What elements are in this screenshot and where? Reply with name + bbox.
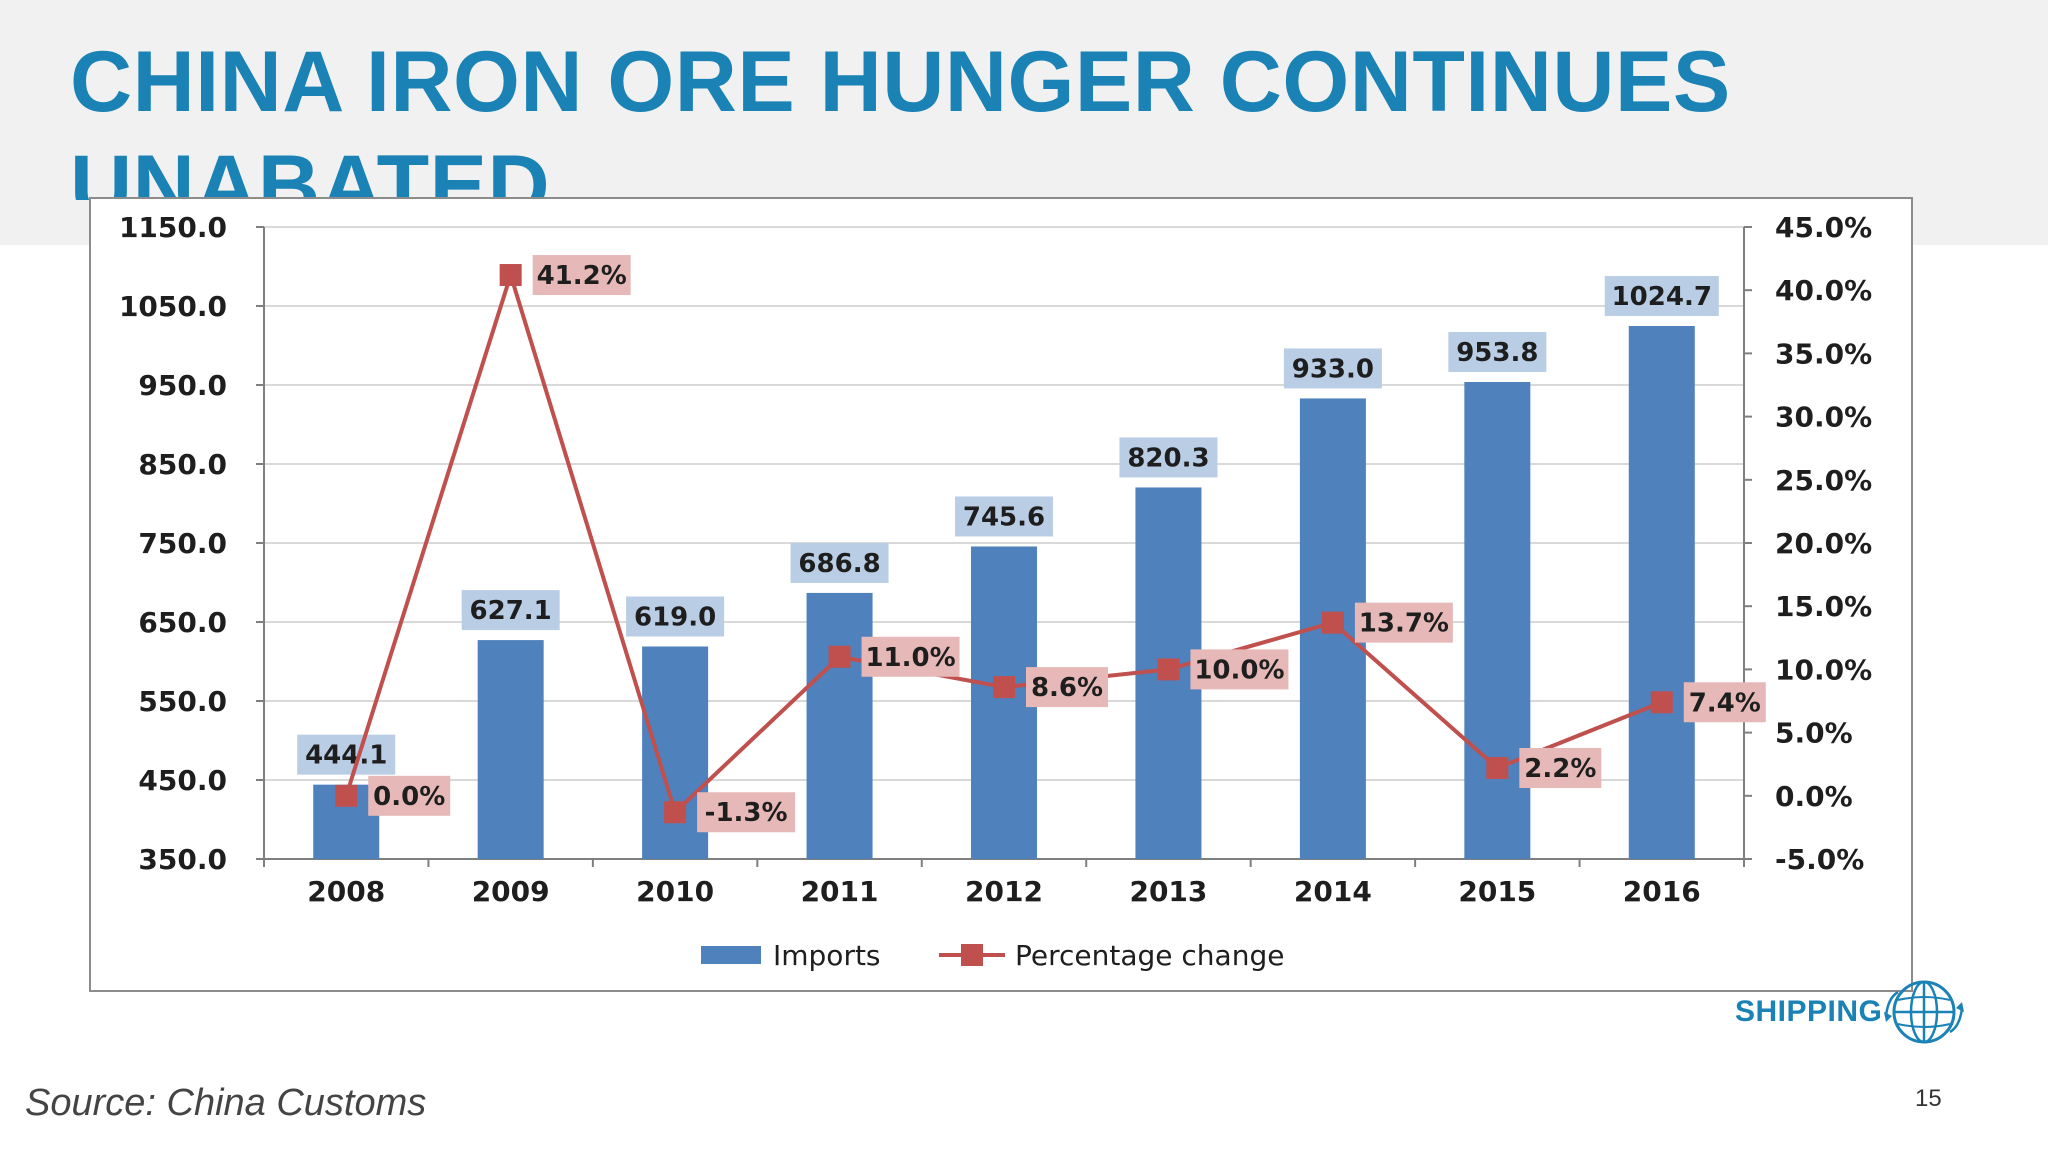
iron-ore-imports-chart: 350.0 450.0 550.0 650.0 750.0 850.0 950.0 1050.… xyxy=(119,211,1872,972)
bar-label-box xyxy=(1604,275,1719,316)
bar-label-box xyxy=(1119,437,1218,478)
line-data-label: 41.2% xyxy=(537,261,627,291)
line-data-label: -1.3% xyxy=(705,798,788,828)
x-tick-label: 2011 xyxy=(801,875,879,908)
bar-data-label: 619.0 xyxy=(634,602,716,632)
bar-label-box xyxy=(297,734,396,775)
logo-text: SHIPPING xyxy=(1735,995,1883,1028)
y-left-tick-label: 550.0 xyxy=(138,685,227,718)
y-left-tick-label: 1050.0 xyxy=(119,290,227,323)
x-tick-label: 2014 xyxy=(1294,875,1372,908)
point-percentage-2008 xyxy=(335,784,358,807)
line-data-label: 0.0% xyxy=(373,782,445,812)
point-percentage-2015 xyxy=(1486,756,1509,779)
bar-data-label: 444.1 xyxy=(305,741,387,771)
y-left-tick-label: 1150.0 xyxy=(119,211,227,244)
x-tick-label: 2016 xyxy=(1623,875,1701,908)
line-label-box xyxy=(861,636,960,677)
legend-swatch-imports xyxy=(701,946,761,964)
slide-title: CHINA IRON ORE HUNGER CONTINUES UNABATED xyxy=(70,34,1731,200)
x-tick-label: 2015 xyxy=(1458,875,1536,908)
point-percentage-2010 xyxy=(664,801,687,824)
x-tick-label: 2013 xyxy=(1129,875,1207,908)
bar-data-label: 745.6 xyxy=(963,502,1045,532)
bar-label-box xyxy=(626,596,725,637)
y-left-tick-label: 850.0 xyxy=(138,448,227,481)
legend-label-percentage: Percentage change xyxy=(1015,939,1284,972)
bar-data-label: 627.1 xyxy=(470,596,552,626)
y-left-tick-label: 750.0 xyxy=(138,527,227,560)
page-number: 15 xyxy=(1915,1085,1942,1112)
x-tick-label: 2009 xyxy=(472,875,550,908)
line-label-box xyxy=(1519,747,1602,788)
line-data-label: 2.2% xyxy=(1524,754,1596,784)
line-data-label: 13.7% xyxy=(1359,609,1449,639)
bar-imports-2016 xyxy=(1628,325,1695,859)
y-right-tick-label: 30.0% xyxy=(1775,401,1872,434)
bar-data-label: 686.8 xyxy=(798,549,880,579)
legend-marker-percentage xyxy=(961,944,983,966)
bar-label-box xyxy=(1283,348,1382,389)
point-percentage-2009 xyxy=(499,264,522,287)
x-tick-label: 2010 xyxy=(636,875,714,908)
line-label-box xyxy=(697,792,796,833)
bar-data-label: 933.0 xyxy=(1292,354,1374,384)
y-left-tick-label: 950.0 xyxy=(138,369,227,402)
line-label-box xyxy=(1026,667,1108,708)
point-percentage-2014 xyxy=(1321,611,1344,634)
point-percentage-2013 xyxy=(1157,658,1180,681)
line-label-box xyxy=(1190,649,1289,690)
line-label-box xyxy=(1354,602,1453,643)
shipping-logo[interactable]: SHIPPING xyxy=(1735,972,1966,1052)
line-label-box xyxy=(368,775,451,816)
y-right-tick-label: 20.0% xyxy=(1775,527,1872,560)
y-right-tick-label: -5.0% xyxy=(1775,843,1864,876)
y-right-tick-label: 10.0% xyxy=(1775,653,1872,686)
y-right-tick-label: 5.0% xyxy=(1775,717,1853,750)
point-percentage-2011 xyxy=(828,645,851,668)
y-right-tick-label: 35.0% xyxy=(1775,337,1872,370)
y-right-tick-label: 40.0% xyxy=(1775,274,1872,307)
globe-icon xyxy=(1884,980,1965,1044)
y-right-tick-label: 45.0% xyxy=(1775,211,1872,244)
y-right-tick-label: 25.0% xyxy=(1775,464,1872,497)
legend-label-imports: Imports xyxy=(773,939,881,972)
y-right-tick-label: 0.0% xyxy=(1775,780,1853,813)
bar-data-label: 820.3 xyxy=(1127,443,1209,473)
bar-label-box xyxy=(461,590,560,631)
point-percentage-2012 xyxy=(993,676,1015,699)
line-data-label: 8.6% xyxy=(1031,673,1103,703)
y-left-tick-label: 350.0 xyxy=(138,843,227,876)
line-data-label: 7.4% xyxy=(1689,688,1761,718)
y-right-tick-label: 15.0% xyxy=(1775,590,1872,623)
x-tick-label: 2012 xyxy=(965,875,1043,908)
bar-label-box xyxy=(955,496,1053,537)
y-left-tick-label: 650.0 xyxy=(138,606,227,639)
bar-imports-2011 xyxy=(806,592,873,859)
line-label-box xyxy=(532,255,631,296)
bar-imports-2009 xyxy=(477,640,544,859)
bar-label-box xyxy=(1448,331,1547,372)
x-tick-label: 2008 xyxy=(307,875,385,908)
point-percentage-2016 xyxy=(1650,691,1673,714)
source-note: Source: China Customs xyxy=(25,1082,427,1124)
line-label-box xyxy=(1683,682,1766,723)
bar-label-box xyxy=(790,542,889,583)
bar-data-label: 953.8 xyxy=(1456,338,1538,368)
line-data-label: 11.0% xyxy=(865,643,955,673)
line-data-label: 10.0% xyxy=(1194,655,1284,685)
y-left-tick-label: 450.0 xyxy=(138,764,227,797)
bar-data-label: 1024.7 xyxy=(1612,282,1712,312)
